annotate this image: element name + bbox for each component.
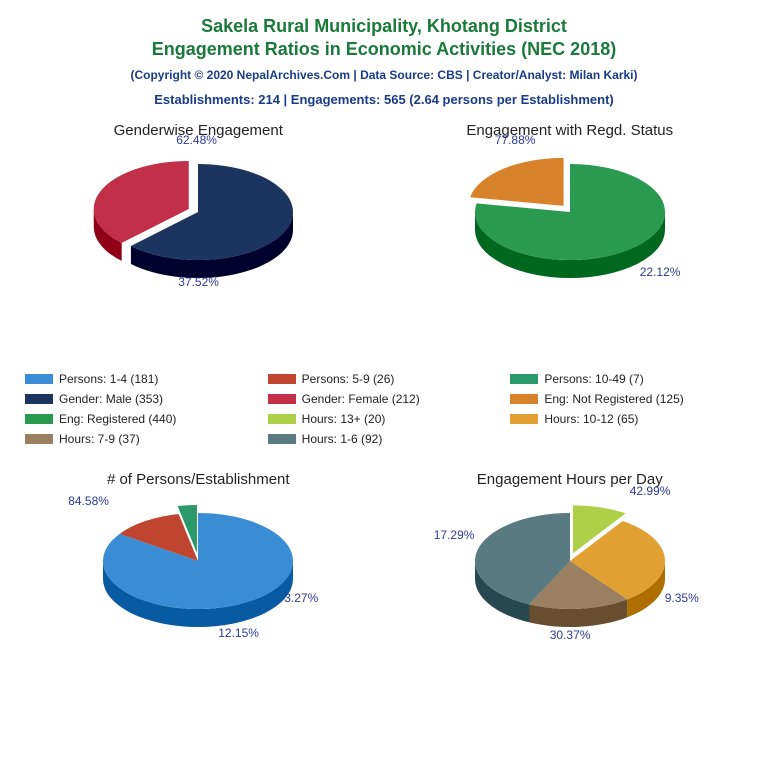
chart-hours: Engagement Hours per Day 9.35%30.37%17.2…	[392, 471, 749, 701]
legend: Persons: 1-4 (181) Persons: 5-9 (26) Perso…	[25, 372, 743, 446]
legend-swatch	[25, 414, 53, 424]
pie-label: 62.48%	[176, 133, 217, 147]
legend-item: Hours: 13+ (20)	[268, 412, 501, 426]
legend-label: Hours: 13+ (20)	[302, 412, 386, 426]
chart-genderwise: Genderwise Engagement 62.48%37.52%	[20, 122, 377, 352]
legend-item: Gender: Male (353)	[25, 392, 258, 406]
pie-label: 42.99%	[630, 484, 671, 498]
legend-swatch	[268, 374, 296, 384]
chart-regd-status: Engagement with Regd. Status 77.88%22.12…	[392, 122, 749, 352]
legend-swatch	[25, 394, 53, 404]
charts-bottom-row: # of Persons/Establishment 84.58%12.15%3…	[20, 471, 748, 701]
legend-swatch	[25, 434, 53, 444]
title-line2: Engagement Ratios in Economic Activities…	[20, 38, 748, 61]
pie-label: 9.35%	[665, 591, 699, 605]
legend-item: Eng: Not Registered (125)	[510, 392, 743, 406]
summary-line: Establishments: 214 | Engagements: 565 (…	[20, 92, 748, 107]
legend-item: Gender: Female (212)	[268, 392, 501, 406]
pie-label: 12.15%	[218, 626, 259, 640]
legend-label: Gender: Female (212)	[302, 392, 420, 406]
charts-top-row: Genderwise Engagement 62.48%37.52% Engag…	[20, 122, 748, 352]
pie-label: 84.58%	[68, 494, 109, 508]
chart4-pie: 9.35%30.37%17.29%42.99%	[470, 496, 670, 636]
chart2-pie: 77.88%22.12%	[470, 147, 670, 287]
legend-label: Persons: 1-4 (181)	[59, 372, 158, 386]
legend-item: Hours: 10-12 (65)	[510, 412, 743, 426]
pie-label: 77.88%	[495, 133, 536, 147]
pie-label: 30.37%	[550, 628, 591, 642]
legend-label: Gender: Male (353)	[59, 392, 163, 406]
pie-label: 22.12%	[640, 265, 681, 279]
legend-swatch	[510, 394, 538, 404]
chart3-title: # of Persons/Establishment	[20, 471, 377, 488]
legend-item: Persons: 10-49 (7)	[510, 372, 743, 386]
legend-item: Persons: 1-4 (181)	[25, 372, 258, 386]
chart1-pie: 62.48%37.52%	[98, 147, 298, 287]
legend-swatch	[510, 374, 538, 384]
main-title: Sakela Rural Municipality, Khotang Distr…	[20, 15, 748, 62]
legend-swatch	[268, 414, 296, 424]
legend-swatch	[268, 434, 296, 444]
pie-label: 17.29%	[434, 528, 475, 542]
legend-item: Eng: Registered (440)	[25, 412, 258, 426]
legend-label: Persons: 5-9 (26)	[302, 372, 395, 386]
legend-item: Hours: 7-9 (37)	[25, 432, 258, 446]
pie-label: 37.52%	[178, 275, 219, 289]
legend-label: Hours: 1-6 (92)	[302, 432, 383, 446]
legend-label: Eng: Not Registered (125)	[544, 392, 683, 406]
legend-item: Hours: 1-6 (92)	[268, 432, 501, 446]
chart-persons-est: # of Persons/Establishment 84.58%12.15%3…	[20, 471, 377, 701]
legend-swatch	[25, 374, 53, 384]
pie-label: 3.27%	[284, 591, 318, 605]
chart2-title: Engagement with Regd. Status	[392, 122, 749, 139]
legend-label: Hours: 7-9 (37)	[59, 432, 140, 446]
legend-label: Persons: 10-49 (7)	[544, 372, 643, 386]
legend-swatch	[510, 414, 538, 424]
legend-swatch	[268, 394, 296, 404]
copyright-line: (Copyright © 2020 NepalArchives.Com | Da…	[20, 68, 748, 82]
chart4-title: Engagement Hours per Day	[392, 471, 749, 488]
chart3-pie: 84.58%12.15%3.27%	[98, 496, 298, 636]
legend-label: Eng: Registered (440)	[59, 412, 176, 426]
legend-label: Hours: 10-12 (65)	[544, 412, 638, 426]
title-line1: Sakela Rural Municipality, Khotang Distr…	[20, 15, 748, 38]
legend-item: Persons: 5-9 (26)	[268, 372, 501, 386]
